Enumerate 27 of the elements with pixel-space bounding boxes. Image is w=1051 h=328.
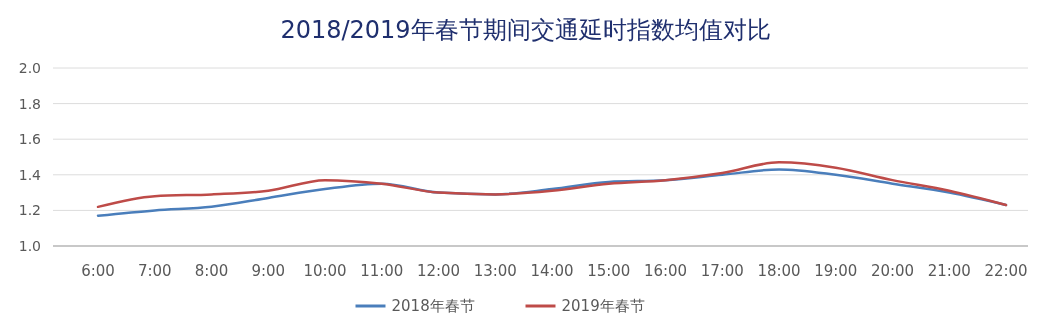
x-tick-label: 12:00 [416,262,461,280]
x-tick-label: 22:00 [984,262,1028,280]
legend-label: 2019年春节 [561,297,645,316]
x-tick-label: 14:00 [530,262,574,280]
line-series [96,161,1008,209]
x-tick-label: 13:00 [473,262,517,280]
x-tick-label: 21:00 [927,262,971,280]
x-tick-label: 8:00 [194,262,229,280]
legend-label: 2018年春节 [391,297,475,316]
x-tick-label: 10:00 [303,262,347,280]
y-tick-label: 1.2 [18,202,41,219]
x-tick-label: 18:00 [757,262,801,280]
x-tick-label: 7:00 [137,262,172,280]
x-tick-label: 20:00 [870,262,915,280]
y-tick-label: 2.0 [18,59,41,76]
x-tick-label: 9:00 [251,262,286,280]
y-tick-label: 1.6 [18,131,42,148]
y-tick-label: 1.8 [18,95,41,112]
chart-title: 2018/2019年春节期间交通延时指数均值对比 [280,16,771,44]
y-tick-label: 1.4 [18,166,42,183]
y-tick-label: 1.0 [18,237,41,254]
x-tick-label: 16:00 [643,262,688,280]
x-tick-label: 15:00 [587,262,631,280]
x-tick-label: 19:00 [814,262,858,280]
x-tick-label: 11:00 [360,262,404,280]
x-tick-label: 6:00 [81,262,115,280]
x-tick-label: 17:00 [700,262,744,280]
